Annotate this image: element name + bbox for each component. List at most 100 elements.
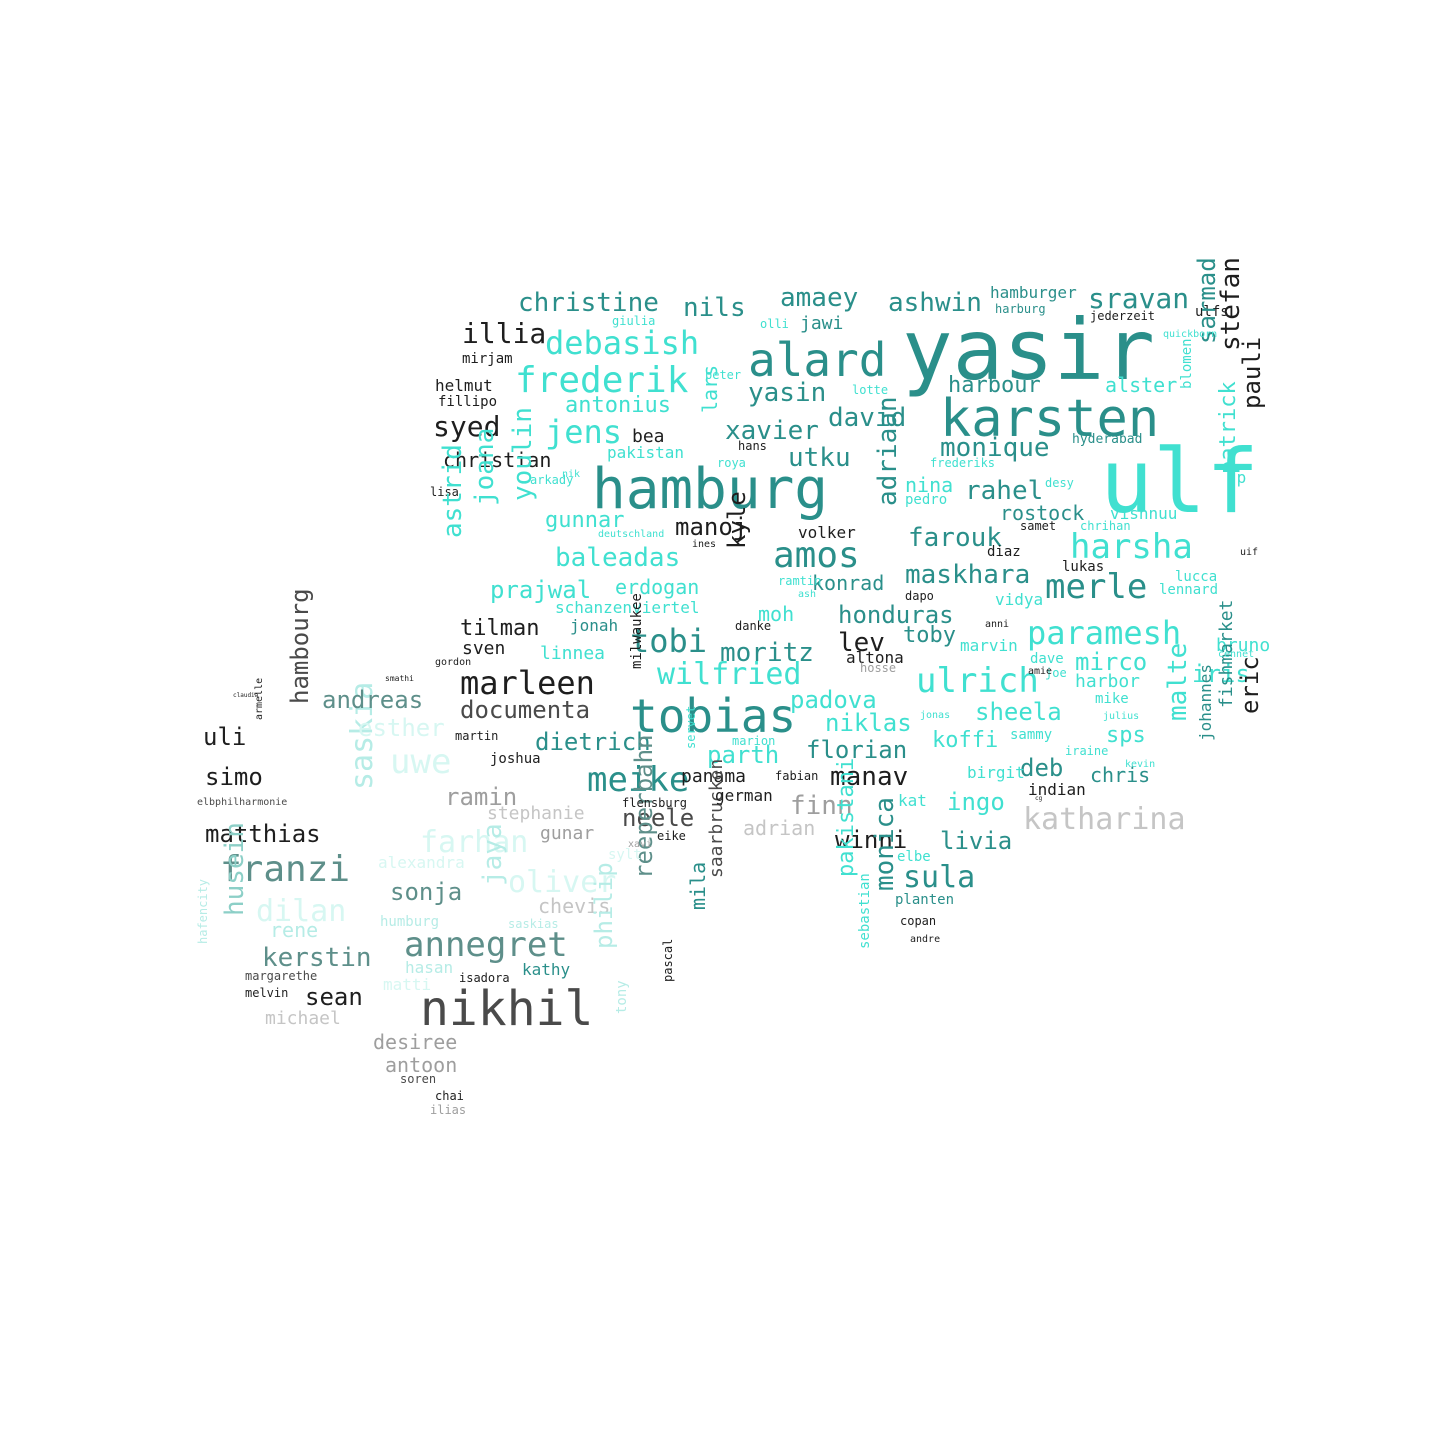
word-moh: moh xyxy=(758,602,795,626)
word-hamburger: hamburger xyxy=(990,283,1077,302)
word-dietrich: dietrich xyxy=(535,728,651,756)
word-alster: alster xyxy=(1105,373,1178,397)
word-utku: utku xyxy=(788,443,851,473)
word-german: german xyxy=(715,786,773,805)
word-elbe: elbe xyxy=(897,849,931,865)
word-manoj: manoj xyxy=(675,513,748,541)
word-katharina: katharina xyxy=(1023,802,1186,837)
word-marion: marion xyxy=(732,734,776,748)
word-harburg: harburg xyxy=(995,302,1046,316)
word-desy: desy xyxy=(1045,476,1074,490)
word-malte: malte xyxy=(1163,642,1193,721)
word-anni: anni xyxy=(985,619,1010,630)
word-ashwin: ashwin xyxy=(888,288,982,318)
word-uli: uli xyxy=(203,723,247,751)
word-pakistan: pakistan xyxy=(607,443,685,462)
word-olli: olli xyxy=(760,317,789,331)
word-esther: esther xyxy=(358,714,445,742)
word-blomen: blomen xyxy=(1179,338,1195,389)
word-kyle: kyle xyxy=(723,491,751,549)
word-oliver: oliver xyxy=(508,865,617,900)
word-quickborn: quickborn xyxy=(1163,329,1218,340)
word-schanzenviertel: schanzenviertel xyxy=(555,598,700,617)
word-lukas: lukas xyxy=(1062,559,1105,575)
word-jaya: jaya xyxy=(478,823,508,886)
word-ash: ash xyxy=(798,589,817,600)
word-rene: rene xyxy=(270,918,319,942)
word-sammy: sammy xyxy=(1010,727,1053,743)
word-farhan: farhan xyxy=(420,825,529,860)
word-vidya: vidya xyxy=(995,590,1044,609)
word-kat: kat xyxy=(898,791,927,810)
word-joshua: joshua xyxy=(490,751,541,767)
word-copan: copan xyxy=(900,914,937,928)
word-roya: roya xyxy=(717,456,746,470)
word-pedro: pedro xyxy=(905,492,948,508)
word-michael: michael xyxy=(265,1008,341,1029)
word-andreas: andreas xyxy=(322,686,424,714)
word-antoon: antoon xyxy=(385,1053,458,1077)
word-linnea: linnea xyxy=(540,643,606,664)
word-soren: soren xyxy=(400,1072,437,1086)
word-maskhara: maskhara xyxy=(905,560,1031,590)
word-prajwal: prajwal xyxy=(490,576,592,604)
word-lennard: lennard xyxy=(1159,582,1219,598)
word-mirjam: mirjam xyxy=(462,351,513,367)
word-yasir: yasir xyxy=(902,301,1155,399)
word-hambourg: hambourg xyxy=(286,588,314,704)
word-ingo: ingo xyxy=(947,788,1005,816)
word-volker: volker xyxy=(798,523,856,542)
word-sravan: sravan xyxy=(1088,282,1190,315)
word-hasan: hasan xyxy=(405,958,454,977)
word-mike: mike xyxy=(1095,691,1129,707)
word-cg: cg xyxy=(1035,795,1043,802)
word-chevis: chevis xyxy=(538,894,611,918)
word-rahel: rahel xyxy=(965,476,1044,506)
word-yasin: yasin xyxy=(748,378,827,408)
word-david: david xyxy=(828,403,907,433)
word-meike: meike xyxy=(587,760,690,800)
word-alexandra: alexandra xyxy=(378,853,465,872)
word-sula: sula xyxy=(903,860,976,895)
word-joe: joe xyxy=(1045,666,1067,680)
word-niklas: niklas xyxy=(825,709,912,737)
word-karsten: karsten xyxy=(940,389,1160,449)
word-desiree: desiree xyxy=(373,1030,458,1054)
word-iraine: iraine xyxy=(1065,744,1109,758)
word-melvin: melvin xyxy=(245,986,289,1000)
word-saskias: saskias xyxy=(508,917,559,931)
word-mirco: mirco xyxy=(1075,648,1148,676)
word-altona: altona xyxy=(846,648,904,667)
word-monique: monique xyxy=(940,433,1050,463)
word-birgit: birgit xyxy=(967,763,1025,782)
word-mila: mila xyxy=(686,861,710,910)
word-franzi: franzi xyxy=(220,849,351,890)
word-cennet: cennet xyxy=(1218,649,1255,660)
word-jonas: jonas xyxy=(920,710,951,721)
word-ulrich: ulrich xyxy=(916,661,1039,701)
word-elbphilharmonie: elbphilharmonie xyxy=(197,797,288,808)
word-chrihan: chrihan xyxy=(1080,519,1131,533)
word-amie: amie xyxy=(1028,666,1053,677)
word-joana: joana xyxy=(470,427,500,506)
word-kerstin: kerstin xyxy=(262,943,372,973)
word-farouk: farouk xyxy=(908,523,1002,553)
word-flensburg: flensburg xyxy=(622,796,688,810)
word-deb: deb xyxy=(1020,754,1064,782)
word-samet: samet xyxy=(1020,519,1057,533)
word-koffi: koffi xyxy=(932,728,999,753)
word-philip: philip xyxy=(590,862,618,949)
word-husein: husein xyxy=(220,822,250,916)
word-jens: jens xyxy=(545,413,623,451)
word-julius: julius xyxy=(1103,711,1140,722)
word-milwaukee: milwaukee xyxy=(629,593,645,669)
word-amaey: amaey xyxy=(780,283,859,313)
word-nils: nils xyxy=(683,293,746,323)
word-jawi: jawi xyxy=(800,313,844,334)
word-tony: tony xyxy=(614,980,630,1014)
word-jonah: jonah xyxy=(570,616,619,635)
word-martin: martin xyxy=(455,729,499,743)
word-antonius: antonius xyxy=(565,393,671,418)
word-eike: eike xyxy=(657,829,686,843)
word-smathi: smathi xyxy=(385,674,414,683)
